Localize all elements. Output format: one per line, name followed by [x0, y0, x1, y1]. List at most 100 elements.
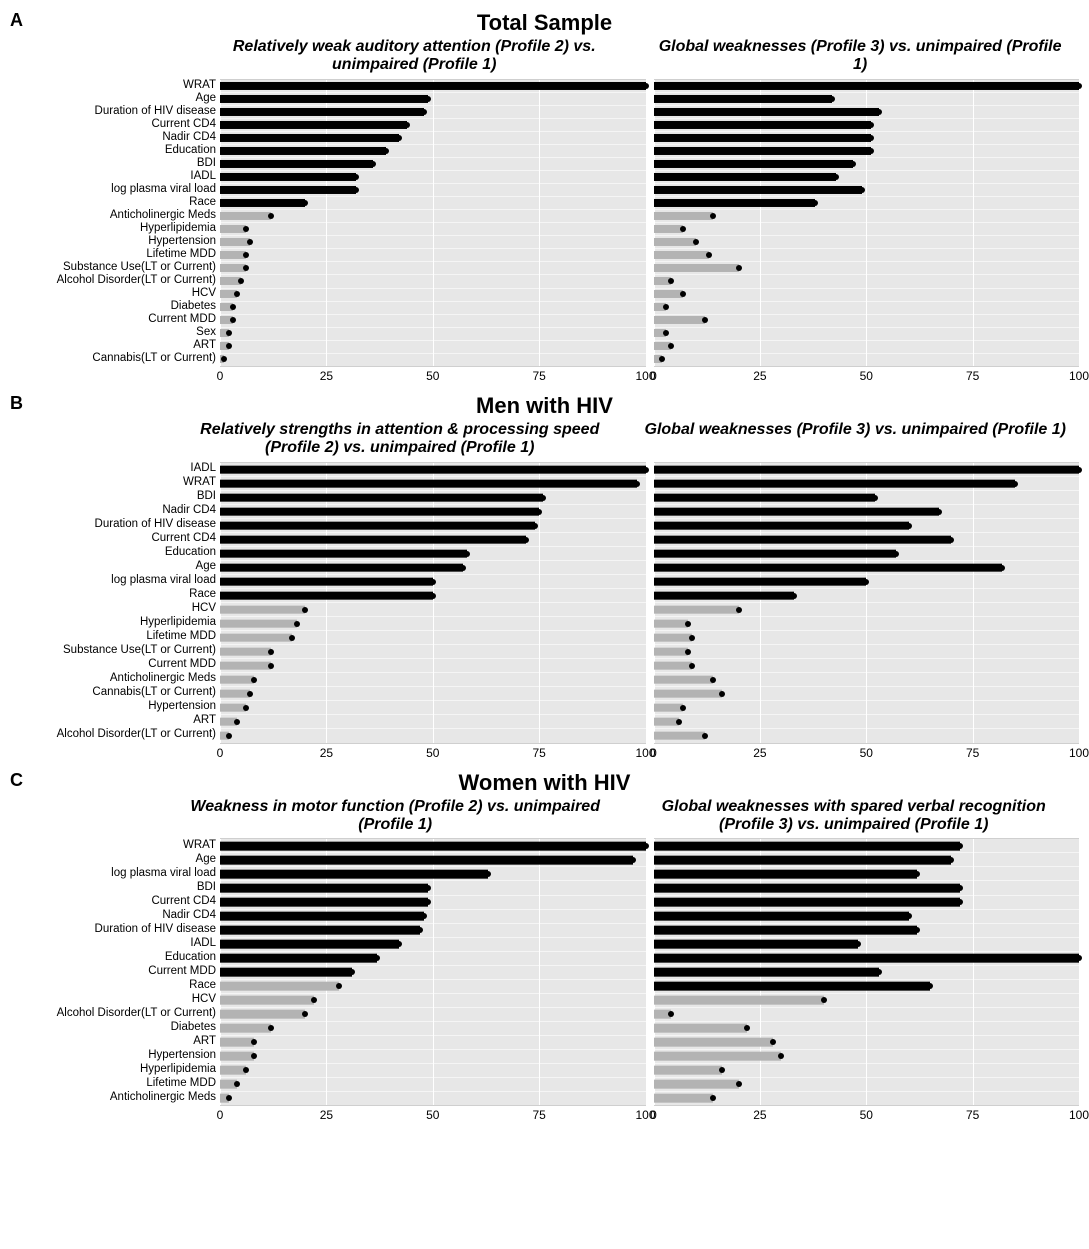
bar	[220, 954, 377, 963]
y-label: Cannabis(LT or Current)	[10, 687, 216, 699]
bar-row	[220, 1077, 646, 1091]
bar-row	[220, 645, 646, 659]
y-label: HCV	[10, 994, 216, 1006]
y-label: log plasma viral load	[10, 868, 216, 880]
bar-row	[654, 673, 1080, 687]
bar-row	[220, 1091, 646, 1105]
lollipop-dot	[957, 843, 963, 849]
bar	[220, 121, 407, 129]
x-tick-label: 75	[966, 1108, 979, 1122]
bar-row	[654, 171, 1080, 184]
bar-row	[654, 853, 1080, 867]
bar	[654, 940, 858, 949]
lollipop-dot	[791, 593, 797, 599]
bar-row	[654, 895, 1080, 909]
lollipop-dot	[421, 109, 427, 115]
lollipop-dot	[243, 1067, 249, 1073]
lollipop-dot	[706, 252, 712, 258]
bar	[220, 465, 646, 474]
bar	[220, 577, 433, 586]
lollipop-dot	[289, 635, 295, 641]
y-label: Duration of HIV disease	[10, 519, 216, 531]
bar-row	[654, 249, 1080, 262]
bar-row	[220, 93, 646, 106]
lollipop-dot	[643, 83, 649, 89]
bar	[654, 926, 918, 935]
chart-panel: 0255075100	[654, 838, 1080, 1124]
y-label: Alcohol Disorder(LT or Current)	[10, 729, 216, 741]
bar	[220, 661, 271, 670]
y-label: WRAT	[10, 840, 216, 852]
bar-row	[654, 729, 1080, 743]
lollipop-dot	[876, 109, 882, 115]
lollipop-dot	[663, 304, 669, 310]
plot-area	[220, 462, 646, 744]
lollipop-dot	[396, 135, 402, 141]
bar-row	[654, 979, 1080, 993]
bar-row	[220, 715, 646, 729]
x-tick-label: 0	[650, 369, 657, 383]
bar-row	[654, 561, 1080, 575]
x-tick-label: 25	[320, 1108, 333, 1122]
lollipop-dot	[643, 843, 649, 849]
lollipop-dot	[676, 719, 682, 725]
lollipop-dot	[936, 509, 942, 515]
bar	[654, 1038, 773, 1047]
lollipop-dot	[532, 523, 538, 529]
bar	[654, 264, 739, 272]
lollipop-dot	[251, 1053, 257, 1059]
panels-container: 02550751000255075100	[220, 79, 1079, 385]
bar-row	[654, 288, 1080, 301]
bar-row	[220, 895, 646, 909]
bar-row	[654, 1063, 1080, 1077]
lollipop-dot	[702, 317, 708, 323]
lollipop-dot	[710, 213, 716, 219]
lollipop-dot	[417, 927, 423, 933]
bar-row	[220, 340, 646, 353]
bar	[654, 549, 897, 558]
bar	[654, 95, 833, 103]
bar-row	[220, 923, 646, 937]
lollipop-dot	[668, 1011, 674, 1017]
bar	[220, 521, 535, 530]
gridline	[646, 80, 647, 366]
bar	[654, 591, 794, 600]
x-tick-label: 75	[532, 1108, 545, 1122]
bar	[220, 82, 646, 90]
bar	[654, 563, 1003, 572]
bar	[220, 160, 373, 168]
lollipop-dot	[234, 1081, 240, 1087]
lollipop-dot	[833, 174, 839, 180]
lollipop-dot	[829, 96, 835, 102]
lollipop-dot	[230, 304, 236, 310]
bar-row	[220, 561, 646, 575]
chart-panel: 0255075100	[220, 838, 646, 1124]
bar	[654, 521, 909, 530]
bar-row	[220, 1035, 646, 1049]
lollipop-dot	[719, 1067, 725, 1073]
x-tick-label: 0	[650, 1108, 657, 1122]
y-label: BDI	[10, 158, 216, 170]
chart-pair: IADLWRATBDINadir CD4Duration of HIV dise…	[10, 462, 1079, 762]
lollipop-dot	[680, 291, 686, 297]
bar	[654, 160, 854, 168]
y-label: Current MDD	[10, 966, 216, 978]
y-label: ART	[10, 715, 216, 727]
y-label: Hypertension	[10, 1050, 216, 1062]
y-label: IADL	[10, 463, 216, 475]
lollipop-dot	[302, 607, 308, 613]
bar-row	[654, 477, 1080, 491]
y-label: Cannabis(LT or Current)	[10, 353, 216, 365]
x-axis: 0255075100	[654, 367, 1080, 385]
bar-row	[654, 575, 1080, 589]
panel-subtitle: Global weaknesses (Profile 3) vs. unimpa…	[632, 421, 1080, 462]
bar	[220, 134, 399, 142]
lollipop-dot	[1076, 83, 1082, 89]
bar	[220, 1010, 305, 1019]
lollipop-dot	[855, 941, 861, 947]
bar	[654, 1024, 748, 1033]
bar-row	[220, 80, 646, 93]
lollipop-dot	[689, 663, 695, 669]
bar	[220, 173, 356, 181]
bar-row	[654, 547, 1080, 561]
